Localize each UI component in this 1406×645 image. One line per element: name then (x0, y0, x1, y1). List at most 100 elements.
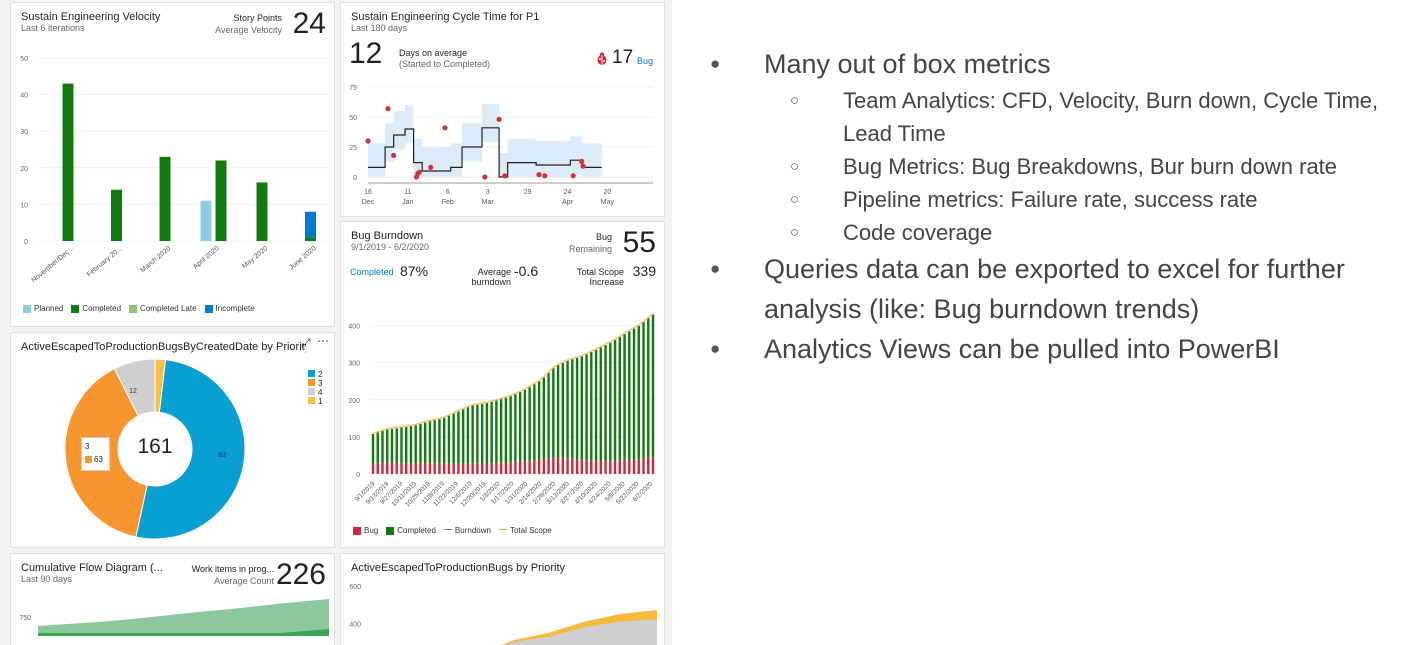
burndown-avg-value: -0.6 (514, 263, 539, 279)
bar-bug (537, 460, 541, 474)
burndown-remaining-value: 55 (622, 226, 656, 259)
bar-bug (609, 460, 612, 474)
bar-bug (599, 460, 602, 474)
legend-incomplete: Incomplete (204, 304, 255, 313)
data-point (416, 169, 422, 175)
bar-completed (452, 413, 455, 464)
bar-completed (386, 429, 389, 463)
bar-completed (585, 354, 588, 461)
bar-completed (651, 314, 655, 458)
bar-completed (305, 237, 316, 241)
x-tick-month: Dec (362, 199, 375, 206)
bar-bug (618, 460, 621, 474)
burndown-remaining-label: Bug (595, 232, 612, 242)
bar-bug (632, 459, 636, 474)
burndown-subtitle: 9/1/2019 - 6/2/2020 (351, 242, 430, 252)
y-tick-label: 300 (348, 361, 360, 368)
y-tick-label: 750 (19, 615, 31, 622)
velocity-legend: Planned Completed Completed Late Incompl… (23, 304, 255, 313)
bar-completed (618, 336, 621, 461)
cycle-time-widget[interactable]: Sustain Engineering Cycle Time for P1 La… (341, 3, 664, 216)
bug-burndown-widget[interactable]: Bug Burndown 9/1/2019 - 6/2/2020 Bug Rem… (341, 222, 664, 547)
bar-completed (159, 156, 171, 241)
bar-completed (604, 345, 607, 461)
y-tick-label: 75 (349, 85, 357, 92)
bug-burndown-chart: 01002003004009/1/20199/13/20199/27/20191… (348, 313, 657, 508)
bar-bug (433, 463, 436, 474)
bar-bug (499, 462, 503, 474)
bar-bug (409, 463, 413, 474)
y-tick-label: 50 (349, 115, 357, 122)
cfd-metric-label: Work items in prog... (191, 564, 274, 574)
bar-completed (599, 347, 602, 461)
data-point (391, 152, 397, 158)
cfd-subtitle: Last 90 days (21, 574, 73, 584)
bar-bug (490, 463, 493, 474)
bar-bug (414, 463, 417, 474)
cfd-metric-sublabel: Average Count (214, 576, 274, 586)
bar-bug (556, 457, 560, 474)
velocity-subtitle: Last 6 iterations (21, 23, 85, 33)
bar-bug (528, 460, 531, 474)
burndown-scope-label: Total Scope (576, 267, 624, 277)
bar-completed (438, 419, 441, 464)
slice-label: 83 (218, 452, 226, 459)
bar-bug (651, 457, 655, 474)
velocity-chart: 0 10 20 30 40 50 November/Dec... February 20...… (20, 56, 329, 284)
expand-icon[interactable]: ⤢ (301, 336, 311, 350)
priority-area-widget[interactable]: ActiveEscapedToProductionBugs by Priorit… (341, 554, 664, 645)
legend-p3: 3 (308, 379, 322, 388)
cycle-subtitle: Last 180 days (351, 23, 408, 33)
bar-bug (613, 460, 617, 474)
bar-completed (637, 325, 640, 460)
bar-bug (419, 463, 422, 474)
bar-bug (485, 463, 489, 474)
priority-donut-widget[interactable]: ActiveEscapedToProductionBugsByCreatedDa… (11, 333, 334, 547)
data-point (428, 164, 434, 170)
more-options-icon[interactable]: ⋯ (317, 334, 329, 348)
data-point (365, 138, 371, 144)
bar-completed (480, 403, 484, 464)
y-tick-label: 600 (349, 584, 361, 591)
sub-bullet-item: Bug Metrics: Bug Breakdowns, Bur burn do… (700, 150, 1406, 183)
burndown-remaining-sublabel: Remaining (568, 244, 612, 254)
bar-bug (585, 460, 588, 474)
burndown-legend: Bug Completed Burndown Total Scope (353, 526, 552, 535)
bar-completed (632, 328, 636, 460)
y-tick-label: 25 (349, 145, 357, 152)
bar-completed (523, 389, 527, 462)
cfd-area-active (38, 629, 329, 636)
sub-bullet-item: Pipeline metrics: Failure rate, success … (700, 183, 1406, 216)
legend-bug: Bug (353, 526, 378, 535)
burndown-scope-value: 339 (632, 263, 656, 279)
x-tick-label: April 2020 (192, 245, 221, 271)
cycle-bug-count: 17 (612, 47, 634, 68)
std-dev-band (368, 103, 602, 177)
y-tick-label: 40 (20, 93, 28, 100)
bar-completed (609, 342, 612, 461)
x-tick-month: Feb (442, 199, 454, 206)
bar-planned (200, 200, 212, 241)
cfd-title: Cumulative Flow Diagram (... (21, 562, 163, 574)
x-tick-label: 3 (486, 189, 490, 196)
bar-completed (256, 182, 268, 241)
data-point (502, 173, 508, 179)
legend-p1: 1 (308, 397, 322, 406)
donut-legend: 2 3 4 1 (308, 370, 322, 406)
legend-completed: Completed (71, 304, 121, 313)
x-tick-month: Mar (482, 199, 495, 206)
bullet-item: Analytics Views can be pulled into Power… (700, 329, 1406, 369)
legend-p4: 4 (308, 388, 322, 397)
bar-completed (499, 399, 503, 463)
y-tick-label: 10 (20, 202, 28, 209)
cfd-widget[interactable]: Cumulative Flow Diagram (... Last 90 day… (11, 554, 334, 645)
data-point (579, 158, 585, 164)
donut-tooltip: 3 63 (81, 437, 110, 471)
donut-title: ActiveEscapedToProductionBugsByCreatedDa… (21, 341, 306, 353)
bar-bug (552, 457, 555, 474)
bar-completed (571, 359, 574, 459)
bar-completed (390, 428, 394, 463)
bar-completed (111, 189, 122, 241)
x-tick-label: June 2020 (288, 245, 318, 271)
velocity-widget[interactable]: Sustain Engineering Velocity Last 6 iter… (11, 3, 334, 326)
